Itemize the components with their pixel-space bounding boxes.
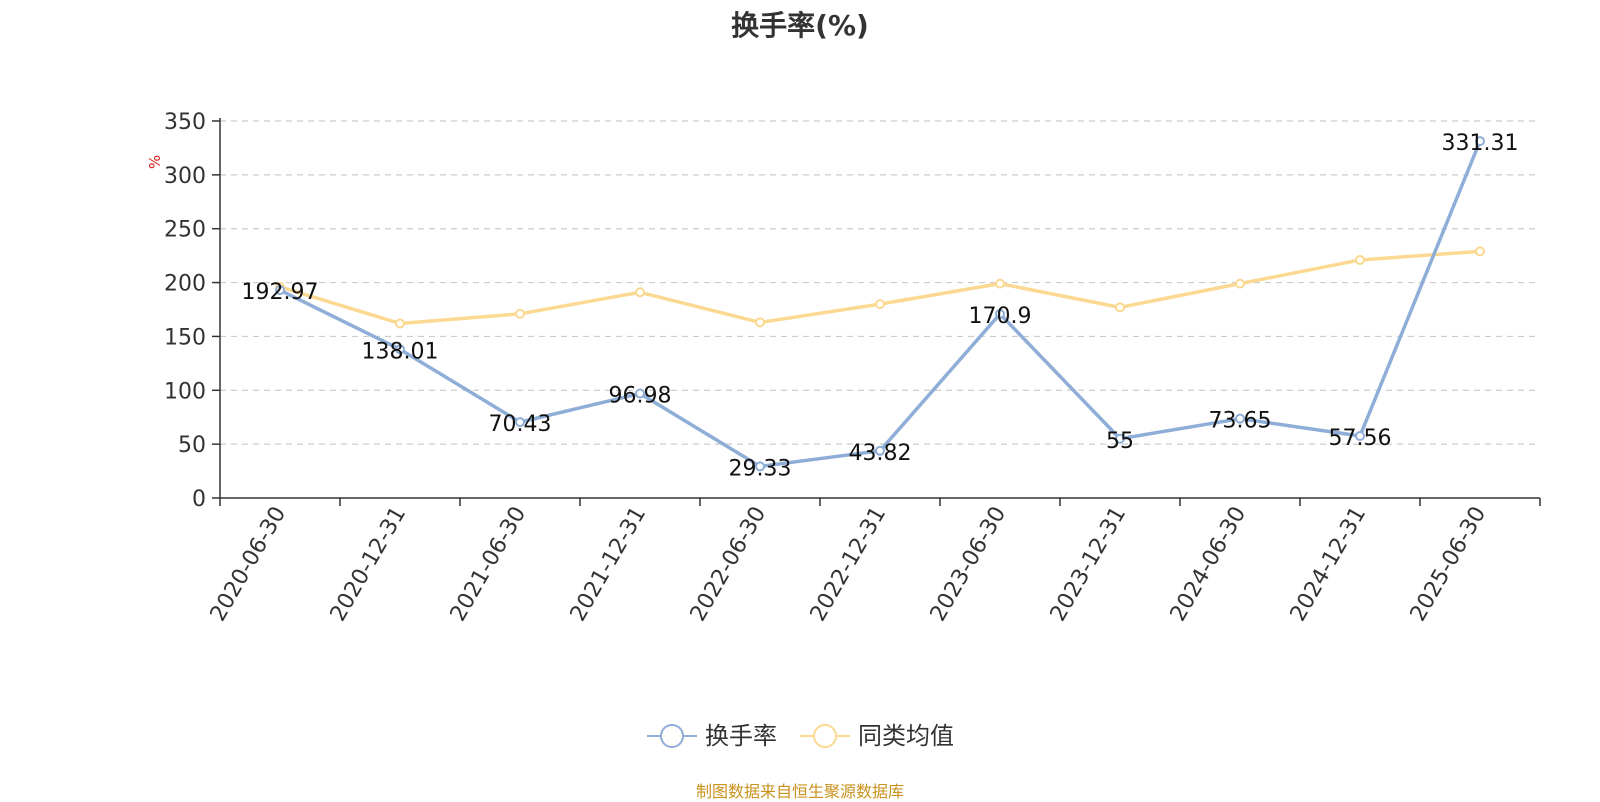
- x-tick-label: 2025-06-30: [1406, 503, 1492, 626]
- y-tick-label: 50: [178, 433, 206, 458]
- data-point: [995, 278, 1005, 289]
- data-point: [1235, 278, 1245, 289]
- data-point: [1115, 302, 1125, 313]
- data-point: [635, 287, 645, 298]
- x-tick-label: 2020-12-31: [326, 503, 412, 626]
- legend-label: 换手率: [705, 722, 777, 750]
- data-point: [515, 417, 525, 428]
- data-point: [1475, 136, 1485, 147]
- x-tick-label: 2020-06-30: [206, 503, 292, 626]
- legend-label: 同类均值: [858, 722, 954, 750]
- data-point: [635, 388, 645, 399]
- data-point: [395, 318, 405, 329]
- x-tick-label: 2024-06-30: [1166, 503, 1252, 626]
- legend-marker: [660, 724, 684, 748]
- source-note: 制图数据来自恒生聚源数据库: [695, 782, 904, 801]
- data-label: 192.97: [242, 280, 319, 305]
- data-label: 331.31: [1442, 131, 1519, 156]
- series-line: [279, 249, 1481, 326]
- data-point: [755, 317, 765, 328]
- data-point: [875, 299, 885, 310]
- data-point: [275, 285, 285, 296]
- data-label: 70.43: [489, 412, 552, 437]
- y-axis-label: %: [146, 155, 164, 169]
- y-tick-label: 250: [164, 218, 206, 243]
- data-point: [1475, 246, 1485, 257]
- y-tick-label: 100: [164, 379, 206, 404]
- data-label: 138.01: [362, 339, 439, 364]
- data-label: 29.33: [729, 456, 792, 481]
- chart-title: 换手率(%): [731, 9, 869, 42]
- y-tick-label: 200: [164, 272, 206, 297]
- data-point: [1115, 433, 1125, 444]
- data-point: [995, 308, 1005, 319]
- legend-marker: [813, 724, 837, 748]
- x-tick-label: 2023-12-31: [1046, 503, 1132, 626]
- data-label: 170.9: [969, 304, 1032, 329]
- y-tick-label: 0: [192, 487, 206, 512]
- data-point: [515, 308, 525, 319]
- data-label: 57.56: [1329, 426, 1392, 451]
- data-label: 96.98: [609, 384, 672, 409]
- x-tick-label: 2022-12-31: [806, 503, 892, 626]
- data-point: [1355, 254, 1365, 265]
- data-point: [875, 445, 885, 456]
- data-label: 55: [1106, 429, 1134, 454]
- data-point: [1235, 413, 1245, 424]
- data-point: [395, 344, 405, 355]
- data-point: [1355, 430, 1365, 441]
- data-point: [755, 461, 765, 472]
- x-tick-label: 2022-06-30: [686, 503, 772, 626]
- x-tick-label: 2023-06-30: [926, 503, 1012, 626]
- y-tick-label: 350: [164, 110, 206, 135]
- x-tick-label: 2024-12-31: [1286, 503, 1372, 626]
- x-tick-label: 2021-12-31: [566, 503, 652, 626]
- y-tick-label: 300: [164, 164, 206, 189]
- data-label: 73.65: [1209, 409, 1272, 434]
- x-tick-label: 2021-06-30: [446, 503, 532, 626]
- y-tick-label: 150: [164, 325, 206, 350]
- data-label: 43.82: [849, 441, 912, 466]
